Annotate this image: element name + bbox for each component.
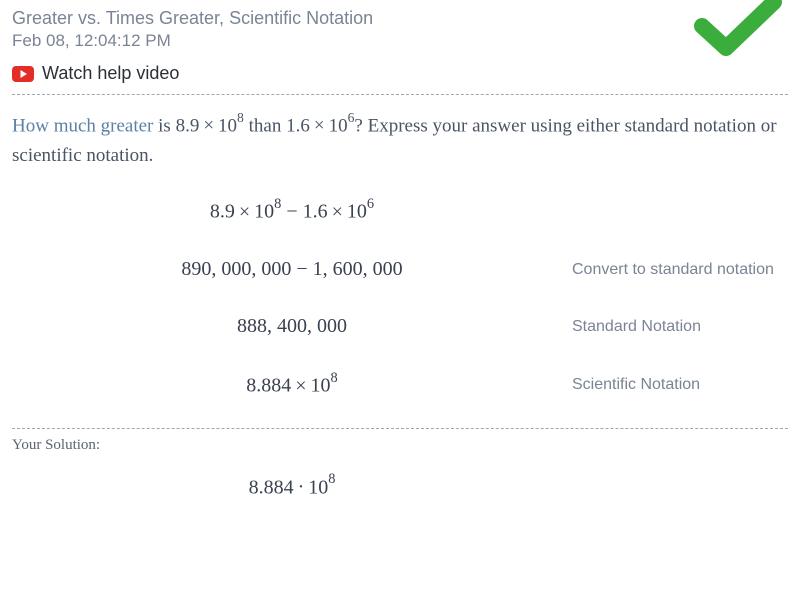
your-solution-heading: Your Solution: — [12, 437, 788, 454]
correct-checkmark-icon — [694, 0, 782, 63]
timestamp: Feb 08, 12:04:12 PM — [12, 31, 788, 51]
your-solution-expression: 8.884·108 — [12, 474, 572, 500]
step-label: Scientific Notation — [572, 374, 788, 396]
step-row: 8.9×108 − 1.6×106 — [12, 198, 788, 224]
step-row: 888, 400, 000 Standard Notation — [12, 315, 788, 338]
divider — [12, 94, 788, 95]
step-label: Convert to standard notation — [572, 259, 788, 281]
step-expression: 8.884×108 — [12, 372, 572, 398]
step-expression: 888, 400, 000 — [12, 315, 572, 338]
question-link-span: How much greater — [12, 115, 153, 136]
step-expression: 890, 000, 000 − 1, 600, 000 — [12, 258, 572, 281]
step-row: 890, 000, 000 − 1, 600, 000 Convert to s… — [12, 258, 788, 281]
help-video-label: Watch help video — [42, 63, 179, 84]
page-title: Greater vs. Times Greater, Scientific No… — [12, 8, 788, 29]
watch-help-video-link[interactable]: Watch help video — [12, 63, 788, 84]
divider — [12, 428, 788, 429]
youtube-icon — [12, 66, 34, 82]
question-text: How much greater is 8.9×108 than 1.6×106… — [12, 109, 788, 170]
step-row: 8.884×108 Scientific Notation — [12, 372, 788, 398]
solution-steps: 8.9×108 − 1.6×106 890, 000, 000 − 1, 600… — [12, 198, 788, 397]
step-label: Standard Notation — [572, 316, 788, 338]
step-expression: 8.9×108 − 1.6×106 — [12, 198, 572, 224]
